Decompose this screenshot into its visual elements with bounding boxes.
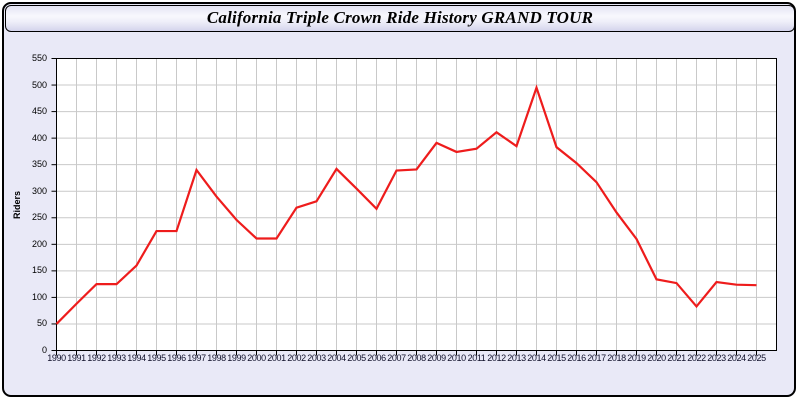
x-tick-label: 2014	[527, 353, 546, 363]
x-tick-label: 1997	[187, 353, 206, 363]
x-tick-label: 2004	[327, 353, 346, 363]
y-tick-label: 150	[31, 265, 47, 276]
x-tick-label: 2023	[707, 353, 726, 363]
x-tick-label: 2015	[547, 353, 566, 363]
x-tick-label: 2006	[367, 353, 386, 363]
x-tick-label: 1992	[87, 353, 106, 363]
x-tick-label: 2008	[407, 353, 426, 363]
y-tick-label: 550	[31, 53, 47, 63]
x-tick-label: 2007	[387, 353, 406, 363]
x-tick-label: 1993	[107, 353, 126, 363]
y-tick-label: 100	[31, 291, 47, 302]
chart-plot	[51, 58, 777, 356]
x-tick-label: 2009	[427, 353, 446, 363]
y-tick-label: 300	[31, 185, 47, 196]
x-tick-label: 2017	[587, 353, 606, 363]
x-tick-label: 2016	[567, 353, 586, 363]
x-tick-label: 1991	[67, 353, 86, 363]
x-tick-label: 2000	[247, 353, 266, 363]
y-tick-label: 450	[31, 106, 47, 117]
x-tick-label: 2025	[747, 353, 766, 363]
x-tick-label: 2012	[487, 353, 506, 363]
x-tick-label: 2011	[467, 353, 486, 363]
y-tick-label: 400	[31, 132, 47, 143]
chart-title: California Triple Crown Ride History GRA…	[206, 8, 594, 27]
x-tick-label: 1998	[207, 353, 226, 363]
x-tick-label: 2005	[347, 353, 366, 363]
x-tick-label: 2013	[507, 353, 526, 363]
x-tick-label: 1999	[227, 353, 246, 363]
y-tick-label: 500	[31, 79, 47, 90]
y-tick-label: 250	[31, 212, 47, 223]
x-tick-label: 1990	[47, 353, 66, 363]
x-tick-label: 2002	[287, 353, 306, 363]
x-tick-label: 2022	[687, 353, 706, 363]
x-tick-label: 2010	[447, 353, 466, 363]
x-tick-label: 2021	[667, 353, 686, 363]
y-tick-label: 0	[41, 345, 47, 355]
x-tick-label: 2018	[607, 353, 626, 363]
x-tick-label: 2001	[267, 353, 286, 363]
x-tick-label: 1995	[147, 353, 166, 363]
x-tick-label: 2019	[627, 353, 646, 363]
x-tick-label: 1996	[167, 353, 186, 363]
y-tick-label: 200	[31, 238, 47, 249]
x-tick-label: 2020	[647, 353, 666, 363]
riders-series-line	[55, 84, 757, 325]
x-tick-label: 2024	[727, 353, 746, 363]
title-bar: California Triple Crown Ride History GRA…	[5, 5, 795, 32]
y-tick-label: 50	[36, 318, 47, 329]
y-tick-label: 350	[31, 159, 47, 170]
x-tick-label: 1994	[127, 353, 146, 363]
x-tick-label: 2003	[307, 353, 326, 363]
